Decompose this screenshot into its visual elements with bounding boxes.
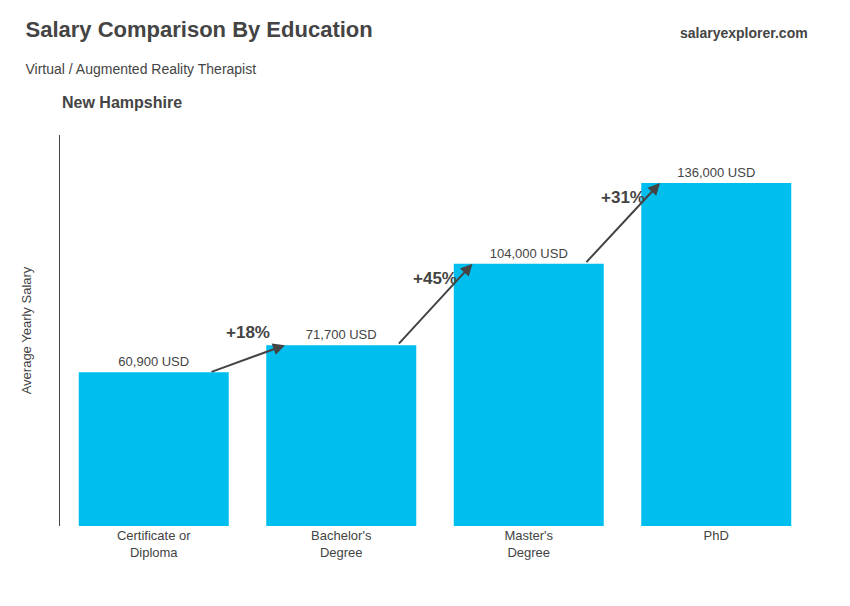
svg-text:Virtual / Augmented Reality Th: Virtual / Augmented Reality Therapist bbox=[26, 61, 257, 77]
svg-text:Certificate orDiploma: Certificate orDiploma bbox=[117, 528, 191, 560]
svg-text:salaryexplorer.com: salaryexplorer.com bbox=[680, 25, 808, 41]
svg-text:71,700 USD: 71,700 USD bbox=[306, 327, 377, 342]
svg-text:New Hampshire: New Hampshire bbox=[62, 94, 182, 111]
svg-text:Average Yearly Salary: Average Yearly Salary bbox=[19, 266, 34, 394]
svg-text:136,000 USD: 136,000 USD bbox=[677, 165, 755, 180]
svg-text:+45%: +45% bbox=[413, 269, 457, 288]
svg-text:60,900 USD: 60,900 USD bbox=[118, 354, 189, 369]
svg-text:+18%: +18% bbox=[226, 323, 270, 342]
svg-text:Salary Comparison By Education: Salary Comparison By Education bbox=[26, 17, 373, 42]
svg-text:Bachelor'sDegree: Bachelor'sDegree bbox=[311, 528, 372, 560]
svg-text:Master'sDegree: Master'sDegree bbox=[504, 528, 553, 560]
svg-text:+31%: +31% bbox=[601, 188, 645, 207]
svg-text:104,000 USD: 104,000 USD bbox=[490, 246, 568, 261]
svg-text:PhD: PhD bbox=[704, 528, 729, 543]
